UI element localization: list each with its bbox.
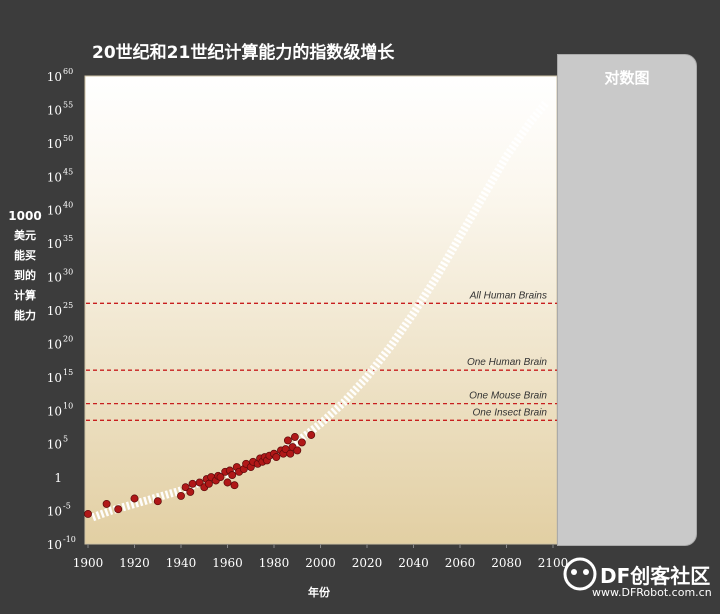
x-axis-ticks: 1900 1920 1940 1960 1980 2000 2020 2040 2060 2080… <box>73 544 569 570</box>
y-tick-exponent: 5 <box>63 435 68 444</box>
dfrobot-logo-icon <box>563 557 597 591</box>
x-tick-label: 2080 <box>491 556 522 570</box>
y-tick-exponent: 10 <box>63 401 73 410</box>
y-axis-label-line: 1000 <box>8 209 42 223</box>
x-tick-label: 2100 <box>538 556 569 570</box>
data-point <box>114 505 123 514</box>
y-tick-label: 10 <box>47 204 62 218</box>
plot-area <box>84 75 558 545</box>
data-point <box>188 479 197 488</box>
y-tick-exponent: 30 <box>63 268 73 277</box>
data-point <box>297 438 306 447</box>
y-tick-label: 10 <box>47 170 62 184</box>
data-point <box>177 491 185 500</box>
reference-line-label: One Insect Brain <box>473 407 548 418</box>
y-tick-label: 10 <box>47 538 62 552</box>
data-point <box>293 446 302 455</box>
y-axis-label-line: 到的 <box>14 269 36 282</box>
x-tick-label: 1900 <box>73 556 104 570</box>
x-tick-label: 1960 <box>212 556 243 570</box>
y-tick-label: 10 <box>47 438 62 452</box>
reference-lines: All Human Brains One Human Brain One Mouse… <box>86 290 588 421</box>
data-point <box>130 494 139 503</box>
y-axis-label-line: 计算 <box>14 289 36 302</box>
y-tick-exponent: 50 <box>63 134 73 143</box>
x-tick-label: 2020 <box>352 556 383 570</box>
data-point <box>230 481 239 490</box>
y-tick-exponent: 55 <box>63 100 73 109</box>
y-tick-label: 10 <box>47 70 62 84</box>
data-point <box>307 431 316 439</box>
data-point <box>286 449 295 458</box>
y-tick-label: 10 <box>47 237 62 251</box>
data-point <box>195 478 204 487</box>
x-tick-label: 1920 <box>119 556 150 570</box>
x-tick-label: 1940 <box>166 556 197 570</box>
y-tick-exponent: 25 <box>63 301 73 310</box>
y-tick-label: 10 <box>47 103 62 117</box>
data-point <box>186 487 195 496</box>
y-axis-label: 1000 美元 能买 到的 计算 能力 <box>6 206 44 326</box>
y-tick-label: 10 <box>47 505 62 519</box>
watermark-url: www.DFRobot.com.cn <box>592 586 712 599</box>
watermark: DF创客社区 www.DFRobot.com.cn <box>560 556 720 606</box>
data-point <box>283 436 292 445</box>
y-tick-exponent: 40 <box>63 201 73 210</box>
y-tick-exponent: 60 <box>63 67 73 76</box>
log-scale-panel: 对数图 <box>557 54 697 546</box>
x-tick-label: 2000 <box>305 556 336 570</box>
trend-layer <box>91 100 550 522</box>
x-tick-label: 2060 <box>445 556 476 570</box>
chart-title: 20世纪和21世纪计算能力的指数级增长 <box>92 43 395 63</box>
x-axis-label: 年份 <box>308 586 330 599</box>
y-tick-exponent: 15 <box>63 368 73 377</box>
data-point <box>204 479 213 488</box>
data-point <box>181 483 190 492</box>
x-tick-label: 2040 <box>398 556 429 570</box>
y-tick-exponent: 45 <box>63 167 73 176</box>
watermark-brand: DF创客社区 <box>600 564 711 588</box>
y-tick-exponent: 35 <box>63 234 73 243</box>
y-axis-label-line: 美元 <box>14 229 36 242</box>
data-point <box>216 473 225 482</box>
y-tick-label: 1 <box>54 471 62 485</box>
data-point <box>223 478 232 487</box>
y-tick-exponent: 20 <box>63 334 73 343</box>
y-axis-label-line: 能力 <box>14 309 36 322</box>
y-tick-label: 10 <box>47 304 62 318</box>
y-tick-exponent: -5 <box>63 502 71 511</box>
data-point <box>290 433 299 441</box>
y-tick-exponent: -10 <box>63 535 76 544</box>
panel-title: 对数图 <box>604 69 650 87</box>
data-point <box>102 499 111 508</box>
x-tick-label: 1980 <box>259 556 290 570</box>
reference-line-label: One Mouse Brain <box>469 391 547 402</box>
reference-line-label: One Human Brain <box>467 357 547 368</box>
data-point <box>153 497 162 506</box>
data-point <box>228 471 237 480</box>
y-tick-label: 10 <box>47 371 62 385</box>
trend-curve <box>91 100 550 522</box>
reference-line-label: All Human Brains <box>469 290 547 301</box>
data-point <box>84 509 92 518</box>
y-tick-label: 10 <box>47 137 62 151</box>
data-point <box>272 453 281 462</box>
points-layer <box>84 431 316 518</box>
y-axis-label-line: 能买 <box>14 249 36 262</box>
y-tick-label: 10 <box>47 271 62 285</box>
y-tick-label: 10 <box>47 337 62 351</box>
y-tick-label: 10 <box>47 404 62 418</box>
